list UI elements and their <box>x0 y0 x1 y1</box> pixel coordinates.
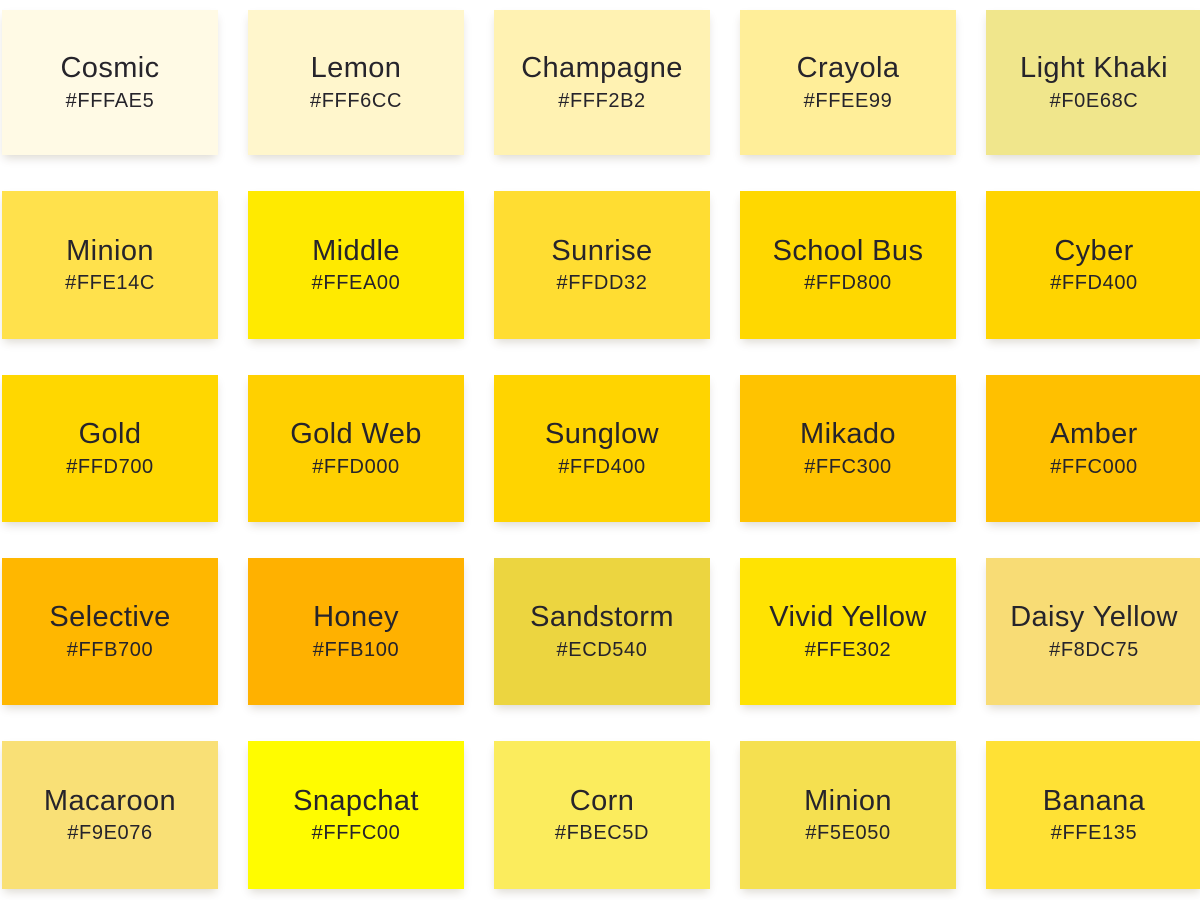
color-hex-code: #ECD540 <box>556 638 648 661</box>
color-swatch: Sunrise #FFDD32 <box>494 191 710 339</box>
color-hex-code: #FFF2B2 <box>558 89 646 112</box>
color-name: Gold <box>78 418 142 451</box>
color-hex-code: #FFF6CC <box>310 89 402 112</box>
color-hex-code: #FFB100 <box>312 638 400 661</box>
color-swatch: Cyber #FFD400 <box>986 191 1200 339</box>
color-swatch: Gold #FFD700 <box>2 375 218 522</box>
color-swatch: Gold Web #FFD000 <box>248 375 464 522</box>
color-swatch: Crayola #FFEE99 <box>740 10 956 155</box>
color-swatch: Snapchat #FFFC00 <box>248 741 464 889</box>
color-name: Selective <box>49 601 171 634</box>
color-swatch: Vivid Yellow #FFE302 <box>740 558 956 705</box>
color-hex-code: #F8DC75 <box>1049 638 1139 661</box>
color-swatch: Middle #FFEA00 <box>248 191 464 339</box>
color-name: Daisy Yellow <box>1010 601 1178 634</box>
color-swatch: School Bus #FFD800 <box>740 191 956 339</box>
color-hex-code: #FFFAE5 <box>65 89 155 112</box>
color-name: School Bus <box>772 234 924 267</box>
color-swatch: Cosmic #FFFAE5 <box>2 10 218 155</box>
color-hex-code: #FFD400 <box>1050 272 1138 295</box>
color-swatch: Minion #F5E050 <box>740 741 956 889</box>
color-name: Sunglow <box>544 418 660 451</box>
color-hex-code: #F0E68C <box>1049 89 1139 112</box>
color-hex-code: #FFE135 <box>1050 822 1138 845</box>
color-name: Gold Web <box>290 418 422 451</box>
color-hex-code: #FFE302 <box>804 638 892 661</box>
color-swatch: Light Khaki #F0E68C <box>986 10 1200 155</box>
color-hex-code: #FFD800 <box>804 272 892 295</box>
color-hex-code: #FFD700 <box>66 455 154 478</box>
color-name: Sunrise <box>551 234 653 267</box>
color-swatch: Champagne #FFF2B2 <box>494 10 710 155</box>
color-swatch: Honey #FFB100 <box>248 558 464 705</box>
color-hex-code: #FFFC00 <box>311 822 401 845</box>
color-hex-code: #FFEE99 <box>803 89 893 112</box>
color-name: Middle <box>312 234 400 267</box>
color-name: Minion <box>804 784 892 817</box>
color-name: Champagne <box>521 52 683 85</box>
color-hex-code: #FFC300 <box>804 455 892 478</box>
color-swatch: Corn #FBEC5D <box>494 741 710 889</box>
color-swatch: Selective #FFB700 <box>2 558 218 705</box>
color-hex-code: #FFDD32 <box>556 272 648 295</box>
color-hex-code: #FBEC5D <box>554 822 650 845</box>
color-name: Cosmic <box>60 52 160 85</box>
color-hex-code: #FFD400 <box>558 455 646 478</box>
color-name: Banana <box>1042 784 1146 817</box>
color-name: Corn <box>569 784 635 817</box>
color-swatch: Banana #FFE135 <box>986 741 1200 889</box>
color-swatch: Mikado #FFC300 <box>740 375 956 522</box>
color-hex-code: #FFC000 <box>1050 455 1138 478</box>
color-name: Amber <box>1050 418 1138 451</box>
color-name: Minion <box>66 234 154 267</box>
color-hex-code: #FFE14C <box>65 272 155 295</box>
color-swatch: Sunglow #FFD400 <box>494 375 710 522</box>
color-name: Light Khaki <box>1020 52 1168 85</box>
color-name: Snapchat <box>293 784 419 817</box>
color-name: Lemon <box>310 52 402 85</box>
color-swatch: Amber #FFC000 <box>986 375 1200 522</box>
color-name: Mikado <box>800 418 896 451</box>
color-hex-code: #FFB700 <box>66 638 154 661</box>
color-hex-code: #F5E050 <box>805 822 891 845</box>
color-swatch: Daisy Yellow #F8DC75 <box>986 558 1200 705</box>
color-name: Sandstorm <box>530 601 674 634</box>
color-swatch: Macaroon #F9E076 <box>2 741 218 889</box>
color-swatch: Sandstorm #ECD540 <box>494 558 710 705</box>
color-hex-code: #FFEA00 <box>311 272 401 295</box>
color-swatch: Minion #FFE14C <box>2 191 218 339</box>
color-hex-code: #FFD000 <box>312 455 400 478</box>
color-name: Macaroon <box>43 784 177 817</box>
color-name: Honey <box>313 601 399 634</box>
color-name: Cyber <box>1054 234 1134 267</box>
color-hex-code: #F9E076 <box>67 822 153 845</box>
color-name: Crayola <box>796 52 900 85</box>
color-name: Vivid Yellow <box>769 601 927 634</box>
color-swatch: Lemon #FFF6CC <box>248 10 464 155</box>
color-palette-grid: Cosmic #FFFAE5 Lemon #FFF6CC Champagne #… <box>2 10 1200 889</box>
